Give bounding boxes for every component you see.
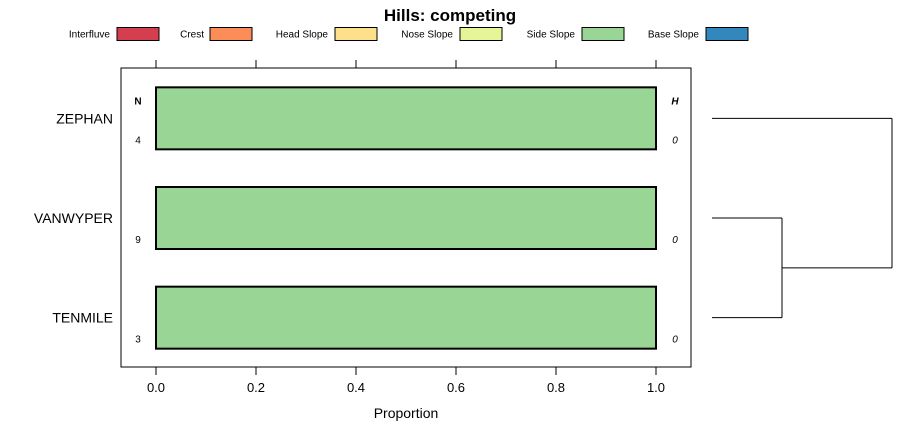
legend-swatch-interfluve: [116, 27, 160, 41]
x-tick-label-3: 0.6: [447, 380, 465, 395]
legend-label-interfluve: Interfluve: [69, 30, 111, 41]
bars: [155, 86, 657, 350]
h-value-tenmile: 0: [672, 335, 678, 346]
row-labels: ZEPHAN VANWYPER TENMILE: [34, 110, 113, 325]
plot-frame: [120, 67, 692, 368]
row-label-tenmile: TENMILE: [52, 310, 113, 326]
x-axis: 0.0 0.2 0.4 0.6 0.8 1.0: [147, 60, 665, 395]
legend-swatch-nose-slope: [459, 27, 503, 41]
legend-swatch-crest: [209, 27, 253, 41]
dendrogram: [712, 117, 893, 319]
legend-swatch-base-slope: [705, 27, 749, 41]
row-label-zephan: ZEPHAN: [56, 110, 113, 126]
legend-label-base-slope: Base Slope: [648, 30, 700, 41]
row-label-vanwyper: VANWYPER: [34, 210, 113, 226]
legend-label-nose-slope: Nose Slope: [401, 30, 453, 41]
h-column-header: H: [671, 97, 679, 108]
h-value-zephan: 0: [672, 135, 678, 146]
bar-vanwyper-side-slope: [155, 186, 657, 250]
legend-label-crest: Crest: [180, 30, 204, 41]
n-column-header: N: [134, 97, 141, 108]
legend-swatch-head-slope: [334, 27, 378, 41]
n-value-zephan: 4: [135, 135, 141, 146]
legend: Interfluve Crest Head Slope Nose Slope Side …: [69, 27, 749, 41]
x-tick-label-5: 1.0: [647, 380, 665, 395]
bar-tenmile-side-slope: [155, 285, 657, 350]
h-value-vanwyper: 0: [672, 235, 678, 246]
legend-label-side-slope: Side Slope: [527, 30, 576, 41]
annotations: 4 0 9 0 3 0 N H: [134, 97, 679, 346]
legend-label-head-slope: Head Slope: [276, 30, 329, 41]
x-tick-label-4: 0.8: [547, 380, 565, 395]
legend-swatch-side-slope: [581, 27, 625, 41]
n-value-vanwyper: 9: [135, 235, 141, 246]
x-axis-label: Proportion: [374, 405, 439, 421]
n-value-tenmile: 3: [135, 335, 141, 346]
x-tick-label-1: 0.2: [247, 380, 265, 395]
x-tick-label-2: 0.4: [347, 380, 365, 395]
chart-title: Hills: competing: [384, 6, 516, 25]
bar-zephan-side-slope: [155, 86, 657, 151]
x-tick-label-0: 0.0: [147, 380, 165, 395]
